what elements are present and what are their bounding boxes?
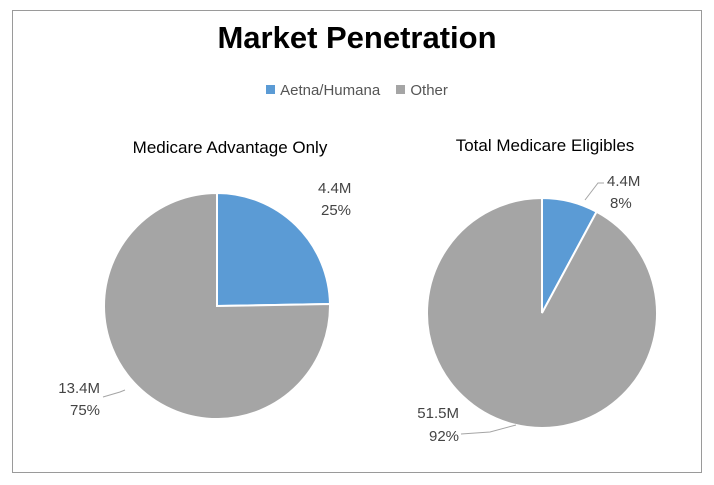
data-label-value: 4.4M (318, 180, 351, 197)
pie-1 (103, 191, 332, 420)
legend-swatch-other (396, 85, 406, 94)
leader-line (102, 389, 126, 398)
data-label-percent: 25% (321, 202, 351, 219)
pie-slice-aetna-humana (216, 191, 332, 308)
legend: Aetna/Humana Other (0, 82, 714, 99)
data-label-percent: 92% (429, 428, 459, 445)
pie-2 (426, 196, 658, 429)
legend-item-other: Other (396, 82, 448, 99)
data-label-value: 4.4M (607, 173, 640, 190)
pie-slice-other (426, 196, 658, 429)
leader-line (460, 424, 517, 435)
pie-subtitle-total-eligibles: Total Medicare Eligibles (455, 136, 635, 155)
legend-swatch-aetna-humana (266, 85, 276, 94)
data-label-percent: 75% (70, 402, 100, 419)
data-label-value: 13.4M (58, 380, 100, 397)
data-label-value: 51.5M (417, 405, 459, 422)
pie-subtitle-medicare-advantage: Medicare Advantage Only (132, 138, 328, 157)
leader-line (584, 182, 604, 201)
data-label-percent: 8% (610, 195, 632, 212)
pie-slice-other (103, 191, 331, 420)
legend-label-other: Other (410, 82, 448, 99)
legend-label-aetna-humana: Aetna/Humana (280, 82, 381, 99)
legend-item-aetna-humana: Aetna/Humana (266, 82, 380, 99)
chart-title: Market Penetration (217, 20, 497, 55)
